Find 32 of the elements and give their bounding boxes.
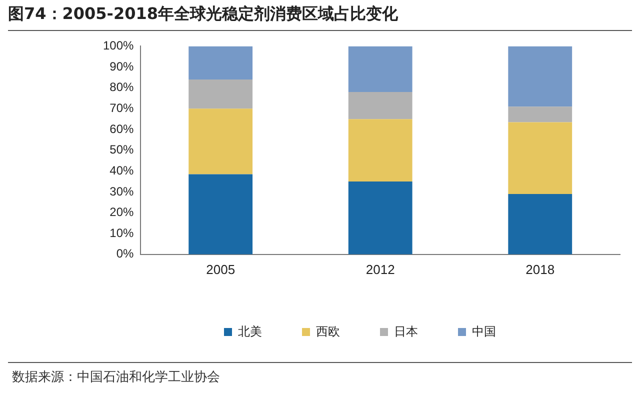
bar — [348, 92, 412, 120]
chart-title: 图74：2005-2018年全球光稳定剂消费区域占比变化 — [8, 4, 398, 25]
source-note: 数据来源：中国石油和化学工业协会 — [12, 369, 220, 386]
bar — [188, 46, 253, 80]
y-tick-label: 0% — [116, 246, 134, 261]
y-tick-label: 40% — [110, 163, 134, 178]
legend-label: 日本 — [394, 324, 418, 338]
legend-label: 西欧 — [316, 324, 340, 338]
y-tick-label: 70% — [110, 100, 134, 115]
legend-label: 中国 — [472, 324, 496, 338]
bar — [348, 119, 412, 182]
bar — [508, 106, 572, 122]
x-tick-label: 2005 — [206, 262, 236, 277]
bar — [188, 108, 253, 174]
y-tick-label: 10% — [110, 226, 134, 240]
bar — [188, 80, 253, 109]
y-tick-label: 30% — [110, 184, 134, 198]
bar — [508, 122, 572, 194]
bar — [508, 46, 572, 107]
bar — [188, 174, 253, 254]
x-tick-label: 2012 — [366, 262, 395, 277]
y-tick-label: 80% — [110, 80, 134, 94]
bar — [508, 194, 572, 254]
y-tick-label: 50% — [110, 142, 134, 157]
y-tick-label: 90% — [110, 59, 134, 74]
x-tick-label: 2018 — [526, 262, 555, 277]
y-tick-label: 20% — [110, 205, 134, 220]
y-tick-label: 60% — [110, 122, 134, 136]
bar — [348, 46, 412, 92]
bar — [348, 182, 412, 254]
legend-label: 北美 — [238, 324, 262, 338]
y-tick-label: 100% — [102, 38, 134, 53]
